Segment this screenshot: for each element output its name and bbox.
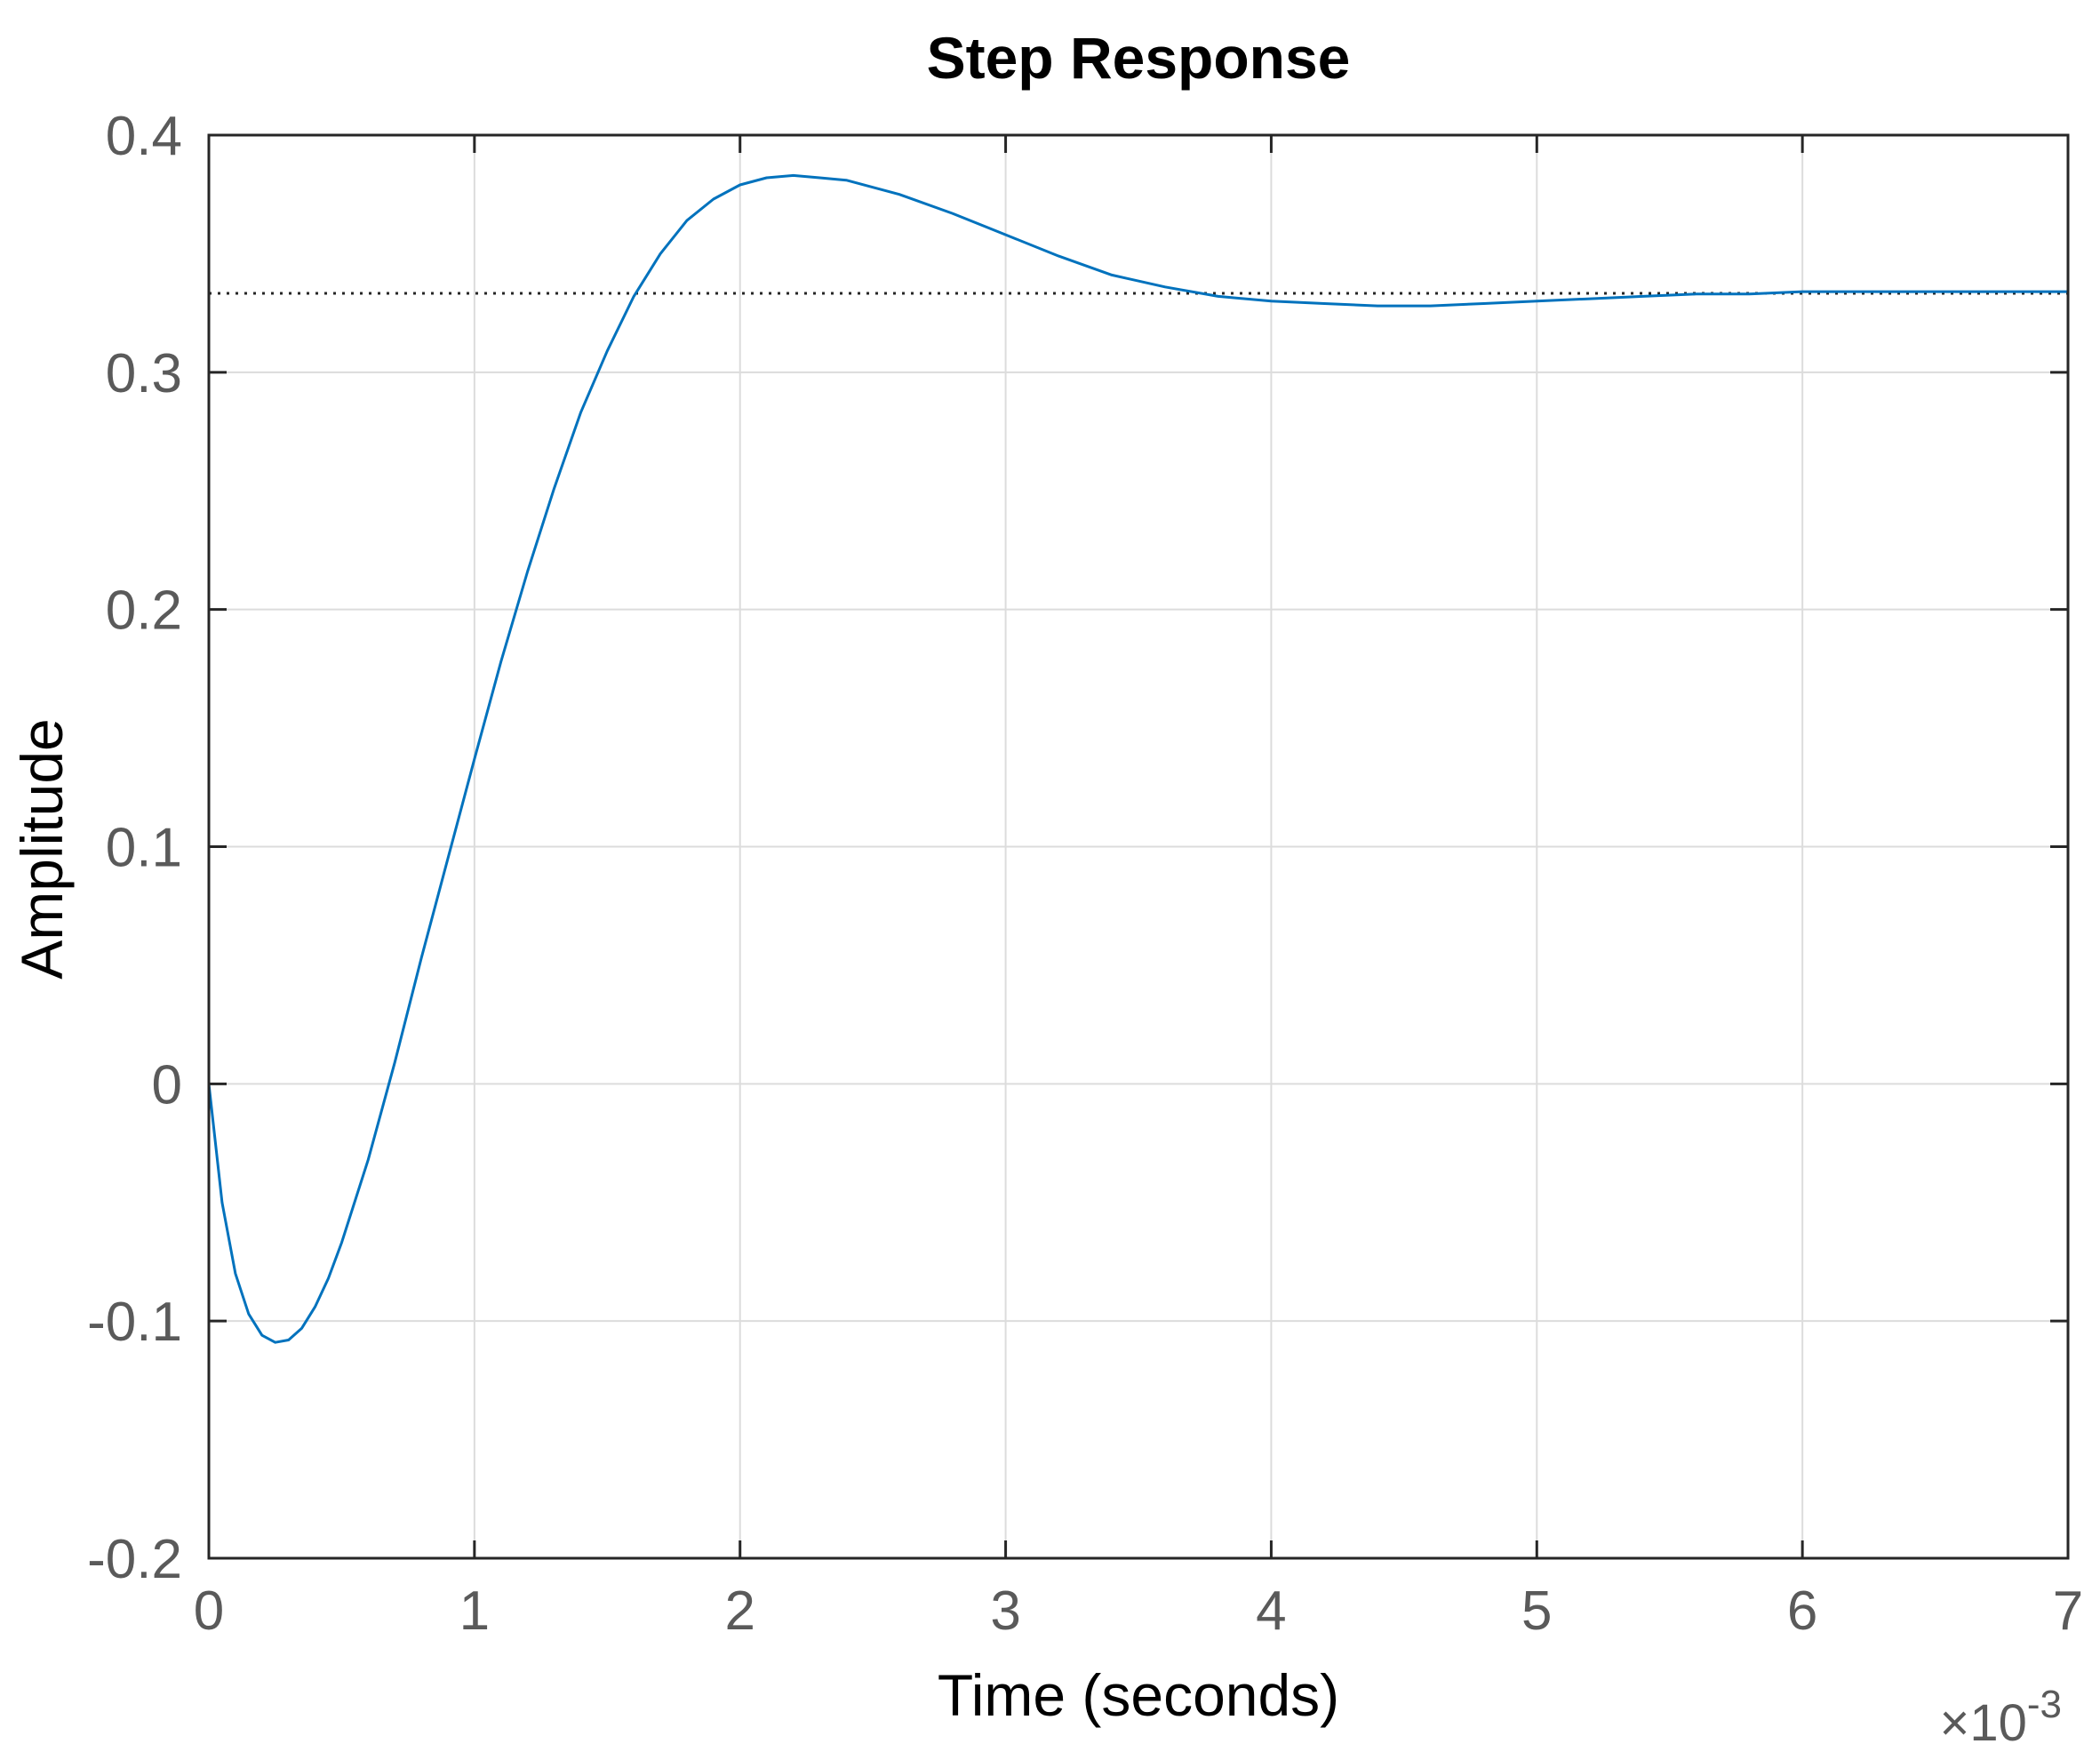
y-tick-label: 0.1 xyxy=(106,818,182,879)
y-tick-label: 0.2 xyxy=(106,580,182,642)
x-tick-label: 0 xyxy=(194,1580,224,1642)
x-tick-labels: 0 1 2 3 4 5 6 7 xyxy=(194,1580,2083,1642)
grid xyxy=(209,135,2068,1558)
chart-title: Step Response xyxy=(927,25,1351,91)
x-exponent-base: ×10 xyxy=(1939,1694,2026,1752)
step-response-line xyxy=(207,173,2068,1344)
x-axis-label: Time (seconds) xyxy=(938,1662,1339,1728)
tick-marks xyxy=(207,133,2070,1560)
x-tick-label: 3 xyxy=(990,1580,1020,1642)
series-group xyxy=(207,173,2068,1344)
y-tick-label: -0.2 xyxy=(87,1529,182,1590)
y-tick-label: 0.3 xyxy=(106,343,182,404)
x-tick-label: 1 xyxy=(459,1580,490,1642)
x-tick-label: 2 xyxy=(724,1580,755,1642)
y-tick-labels: -0.2 -0.1 0 0.1 0.2 0.3 0.4 xyxy=(87,106,182,1590)
y-tick-label: 0 xyxy=(152,1054,182,1116)
x-tick-label: 7 xyxy=(2053,1580,2083,1642)
y-tick-label: 0.4 xyxy=(106,106,182,167)
x-axis-exponent: ×10-3 xyxy=(1939,1683,2062,1752)
x-tick-label: 4 xyxy=(1256,1580,1286,1642)
x-tick-label: 6 xyxy=(1787,1580,1817,1642)
y-axis-label: Amplitude xyxy=(9,718,75,980)
x-tick-label: 5 xyxy=(1521,1580,1552,1642)
y-tick-label: -0.1 xyxy=(87,1292,182,1353)
x-exponent-power: -3 xyxy=(2027,1683,2062,1726)
